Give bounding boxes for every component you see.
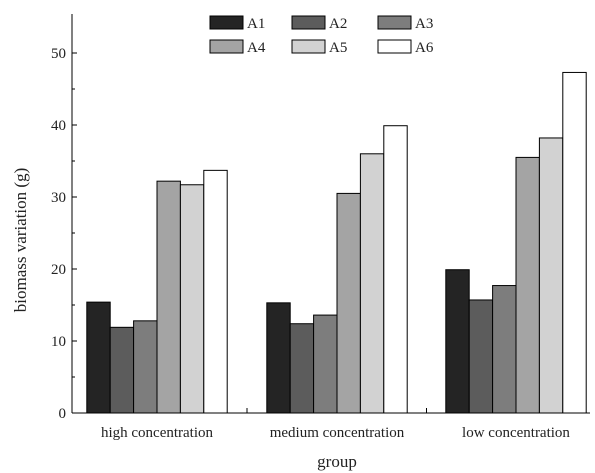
x-tick-label: medium concentration [270,425,405,441]
y-tick-label: 10 [51,334,66,350]
bar-a6 [383,125,408,414]
bar-a6 [203,169,228,414]
legend-label-a5: A5 [329,40,347,56]
y-tick-label: 0 [59,406,67,422]
plot-area: 0 10 20 30 40 50 high concentration medium conc… [51,14,590,441]
legend: A1 A2 A3 A4 A5 A6 [209,15,434,56]
y-axis-title: biomass variation (g) [11,168,30,312]
y-tick-label: 20 [51,262,66,278]
bar-a2 [109,326,135,414]
bar-a1 [86,301,111,414]
legend-swatch-a4 [209,39,244,54]
legend-label-a2: A2 [329,16,347,32]
bar-a3 [313,314,338,414]
y-tick-label: 30 [51,190,66,206]
legend-label-a3: A3 [415,16,433,32]
legend-label-a4: A4 [247,40,266,56]
legend-swatch-a3 [377,15,412,30]
legend-label-a6: A6 [415,40,434,56]
x-tick-label: low concentration [462,425,570,441]
bar-a2 [468,299,494,414]
bar-a4 [336,192,361,414]
bar-a5 [538,137,564,414]
bar-a6 [562,71,587,414]
bar-a5 [179,184,205,414]
legend-swatch-a6 [377,39,412,54]
y-tick-label: 40 [51,118,66,134]
bar-a2 [289,323,315,414]
legend-swatch-a2 [291,15,326,30]
x-tick-label: high concentration [101,425,214,441]
x-axis-title: group [317,452,357,471]
bar-a4 [515,156,540,414]
bar-a4 [156,180,181,414]
legend-swatch-a1 [209,15,244,30]
legend-swatch-a5 [291,39,326,54]
bar-a1 [266,302,291,414]
bar-a5 [359,153,385,414]
bar-a3 [133,320,158,414]
legend-label-a1: A1 [247,16,265,32]
bar-a3 [492,285,517,414]
y-tick-label: 50 [51,46,66,62]
bar-a1 [445,269,470,414]
